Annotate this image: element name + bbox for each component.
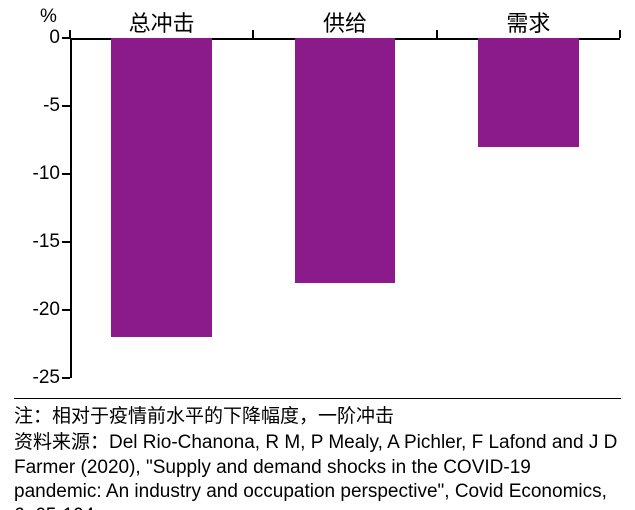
x-tick — [619, 30, 621, 38]
source-label: 资料来源： — [14, 432, 109, 453]
y-tick — [62, 377, 70, 379]
x-tick — [69, 30, 71, 38]
note-label: 注： — [14, 406, 52, 427]
y-tick — [62, 309, 70, 311]
figure-container: % 0 -5 -10 -15 -20 -25 总冲击 供给 需求 注：相对于疫情前水平的下降幅度… — [0, 0, 635, 510]
y-tick — [62, 105, 70, 107]
figure-note: 注：相对于疫情前水平的下降幅度，一阶冲击 — [14, 405, 621, 429]
y-tick-label: -5 — [43, 95, 60, 117]
category-label: 总冲击 — [129, 6, 195, 38]
y-tick-label: -25 — [33, 367, 60, 389]
category-label: 供给 — [323, 6, 367, 38]
y-tick — [62, 241, 70, 243]
figure-footer: 注：相对于疫情前水平的下降幅度，一阶冲击 资料来源：Del Rio-Chanon… — [14, 398, 621, 510]
bar — [111, 38, 212, 337]
bar — [295, 38, 396, 283]
y-tick — [62, 173, 70, 175]
x-tick — [252, 30, 254, 38]
y-axis-unit: % — [40, 6, 57, 28]
y-tick-label: 0 — [49, 27, 60, 49]
y-tick-label: -15 — [33, 231, 60, 253]
chart-area: % 0 -5 -10 -15 -20 -25 总冲击 供给 需求 — [0, 0, 635, 400]
figure-source: 资料来源：Del Rio-Chanona, R M, P Mealy, A Pi… — [14, 431, 621, 510]
category-label: 需求 — [506, 6, 550, 38]
bar — [478, 38, 579, 147]
y-tick-label: -10 — [33, 163, 60, 185]
x-tick — [436, 30, 438, 38]
note-text: 相对于疫情前水平的下降幅度，一阶冲击 — [52, 406, 394, 427]
y-tick-label: -20 — [33, 299, 60, 321]
